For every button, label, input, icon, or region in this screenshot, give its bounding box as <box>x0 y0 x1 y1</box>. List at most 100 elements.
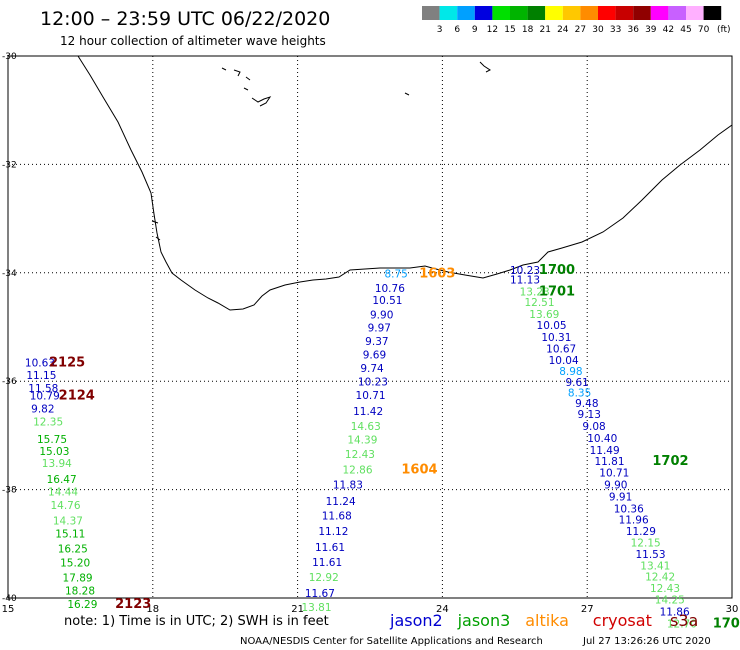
satellite-jason3: jason3 <box>457 611 511 630</box>
satellite-s3a: s3a <box>670 611 698 630</box>
swh-value: 14.63 <box>351 421 381 433</box>
legend-swatch <box>527 6 546 20</box>
legend-label: 21 <box>539 25 550 35</box>
swh-value: 12.43 <box>345 449 375 461</box>
swh-value: 10.23 <box>358 377 388 389</box>
swh-value: 13.41 <box>640 560 670 572</box>
legend-swatch <box>422 6 440 20</box>
swh-value: 9.74 <box>360 363 384 375</box>
swh-value: 11.53 <box>635 549 665 561</box>
swh-value: 9.61 <box>565 377 588 389</box>
lat-tick-label: -32 <box>2 160 17 170</box>
footer-credit: NOAA/NESDIS Center for Satellite Applica… <box>240 636 543 647</box>
inland-marks <box>151 61 491 241</box>
swh-value: 12.43 <box>650 583 680 595</box>
swh-value: 13.23 <box>520 287 550 299</box>
map-title: 12:00 – 23:59 UTC 06/22/2020 <box>40 8 330 30</box>
swh-value: 10.63 <box>25 358 55 370</box>
legend-swatch <box>545 6 563 20</box>
legend-label: 45 <box>680 25 691 35</box>
satellite-altika: altika <box>525 611 569 630</box>
swh-value: 11.68 <box>322 510 352 522</box>
track-time-label: 2124 <box>59 389 95 404</box>
swh-value: 11.83 <box>333 480 363 492</box>
swh-value: 16.47 <box>47 474 77 486</box>
track-1604: 1604 <box>401 462 437 477</box>
track-time-label: 1604 <box>401 462 437 477</box>
lon-tick-label: 15 <box>2 604 15 615</box>
track-time-label: 1702 <box>652 454 688 469</box>
legend-swatch <box>633 6 651 20</box>
swh-value: 10.51 <box>372 295 402 307</box>
legend-swatch <box>474 6 493 20</box>
legend-swatch <box>510 6 528 20</box>
legend-swatch <box>703 6 722 20</box>
longitude-labels: 15 18 21 24 27 30 <box>2 604 739 615</box>
legend-label: 30 <box>592 25 604 35</box>
track-time-label: 2123 <box>115 597 151 612</box>
swh-value: 12.51 <box>524 297 554 309</box>
track-170: 170 <box>713 616 740 631</box>
swh-value: 10.71 <box>599 468 629 480</box>
legend-swatch <box>457 6 475 20</box>
legend-label: 39 <box>645 25 657 35</box>
swh-value: 8.75 <box>384 269 407 281</box>
swh-value: 10.40 <box>587 433 617 445</box>
swh-value: 10.05 <box>537 320 567 332</box>
lon-tick-label: 18 <box>146 604 159 615</box>
swh-value: 9.91 <box>609 491 632 503</box>
track-time-label: 170 <box>713 616 740 631</box>
swh-value: 16.25 <box>58 543 88 555</box>
swh-value: 11.86 <box>660 606 690 618</box>
latitude-labels: -30 -32 -34 -36 -38 -40 <box>2 52 17 604</box>
track-time-label: 1700 <box>539 263 575 278</box>
track-1603: 8.7510.7610.519.909.979.379.699.7410.231… <box>301 267 455 614</box>
legend-swatch <box>686 6 704 20</box>
legend-label: 9 <box>472 25 478 35</box>
swh-value: 8.35 <box>568 387 591 399</box>
swh-value: 10.67 <box>546 343 576 355</box>
legend-label: 15 <box>504 25 515 35</box>
swh-value: 10.31 <box>541 332 571 344</box>
swh-value: 9.69 <box>363 349 386 361</box>
swh-value: 11.15 <box>26 370 56 382</box>
satellite-legend: jason2 jason3 altika cryosat s3a <box>389 611 698 630</box>
legend-label: 12 <box>487 25 498 35</box>
swh-value: 14.76 <box>50 500 80 512</box>
swh-value: 11.81 <box>594 456 624 468</box>
satellite-jason2: jason2 <box>389 611 443 630</box>
lat-tick-label: -36 <box>2 377 17 387</box>
legend-label: 6 <box>454 25 460 35</box>
swh-value: 9.13 <box>578 409 601 421</box>
swh-value: 11.42 <box>353 406 383 418</box>
swh-value: 11.12 <box>318 526 348 538</box>
legend-unit: (ft) <box>717 25 731 35</box>
swh-value: 18.28 <box>65 586 95 598</box>
swh-value: 13.69 <box>529 309 559 321</box>
swh-value: 10.71 <box>356 390 386 402</box>
swh-value: 12.35 <box>33 417 63 429</box>
swh-value: 11.13 <box>510 275 540 287</box>
swh-value: 9.82 <box>31 404 54 416</box>
swh-value: 15.11 <box>55 528 85 540</box>
swh-value: 9.48 <box>575 398 598 410</box>
swh-value: 14.25 <box>655 594 685 606</box>
legend-label: 42 <box>663 25 674 35</box>
legend-swatch <box>439 6 458 20</box>
legend-label: 27 <box>575 25 586 35</box>
swh-value: 11.96 <box>619 515 649 527</box>
track-time-label: 1701 <box>539 285 575 300</box>
swh-value: 9.97 <box>368 322 391 334</box>
map-frame <box>7 55 733 599</box>
legend-swatch <box>580 6 598 20</box>
legend-label: 3 <box>437 25 443 35</box>
lat-tick-label: -34 <box>2 269 17 279</box>
swh-value: 15.75 <box>37 434 67 446</box>
track-1701: 13.2312.5113.6910.0510.3110.6710.048.989… <box>520 285 697 631</box>
legend-swatch <box>668 6 686 20</box>
legend-swatch <box>562 6 581 20</box>
track-2123: 2123 <box>115 597 151 612</box>
